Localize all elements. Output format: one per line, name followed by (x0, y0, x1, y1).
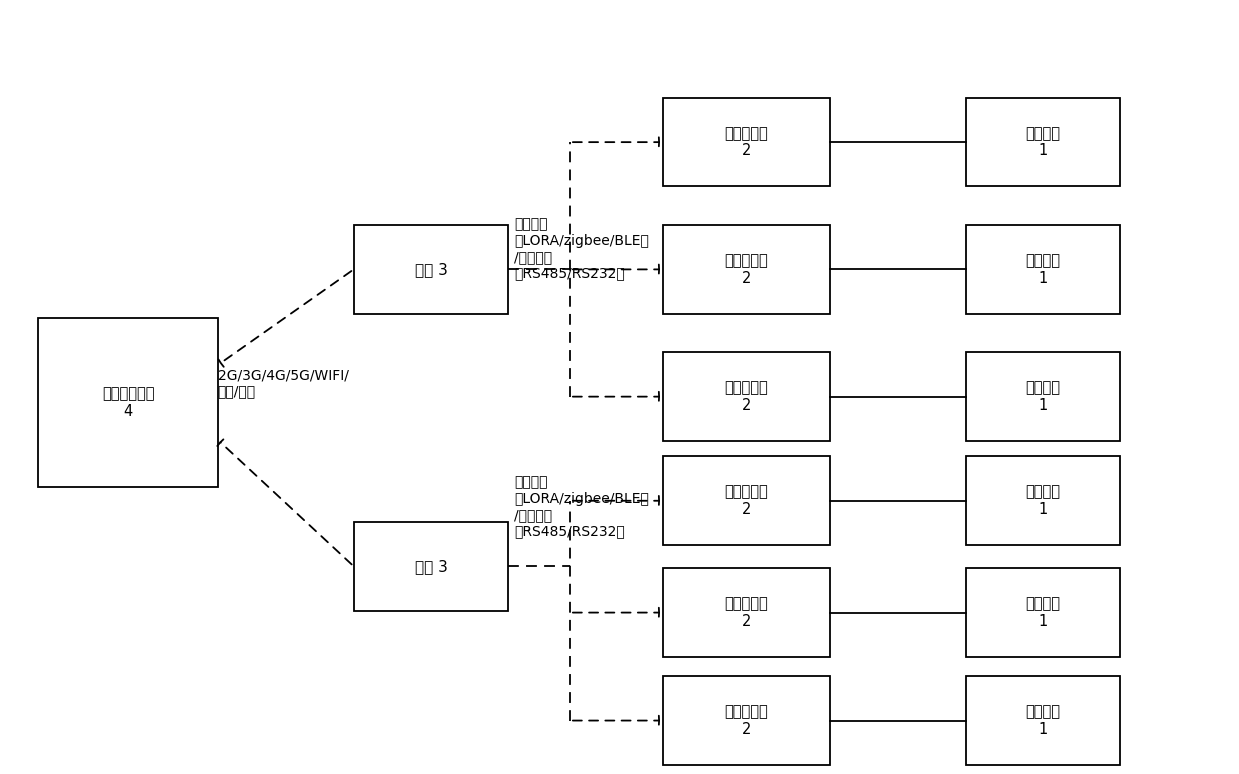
Bar (663, 457, 830, 545)
Bar (965, 568, 1120, 657)
Text: 网关 3: 网关 3 (415, 559, 447, 574)
Text: 监控中心平台
4: 监控中心平台 4 (102, 386, 155, 419)
Bar (353, 522, 508, 611)
Text: 智慧接线盒
2: 智慧接线盒 2 (725, 704, 768, 737)
Bar (353, 225, 508, 313)
Bar (38, 317, 218, 488)
Bar (663, 225, 830, 313)
Bar (663, 98, 830, 187)
Text: 网关 3: 网关 3 (415, 262, 447, 277)
Text: 智慧接线盒
2: 智慧接线盒 2 (725, 381, 768, 413)
Bar (965, 676, 1120, 765)
Text: 光伏组件
1: 光伏组件 1 (1026, 485, 1061, 517)
Text: 智慧接线盒
2: 智慧接线盒 2 (725, 126, 768, 159)
Bar (965, 98, 1120, 187)
Bar (965, 352, 1120, 441)
Text: 光伏组件
1: 光伏组件 1 (1026, 597, 1061, 628)
Text: 光伏组件
1: 光伏组件 1 (1026, 253, 1061, 286)
Bar (965, 457, 1120, 545)
Text: 2G/3G/4G/5G/WIFI/
有线/光纤: 2G/3G/4G/5G/WIFI/ 有线/光纤 (218, 368, 348, 399)
Text: 智慧接线盒
2: 智慧接线盒 2 (725, 253, 768, 286)
Bar (965, 225, 1120, 313)
Text: 智慧接线盒
2: 智慧接线盒 2 (725, 485, 768, 517)
Text: 光伏组件
1: 光伏组件 1 (1026, 704, 1061, 737)
Text: 光伏组件
1: 光伏组件 1 (1026, 126, 1061, 159)
Text: 无线通讯
（LORA/zigbee/BLE）
/有线通讯
（RS485/RS232）: 无线通讯 （LORA/zigbee/BLE） /有线通讯 （RS485/RS23… (514, 476, 649, 538)
Bar (663, 352, 830, 441)
Text: 光伏组件
1: 光伏组件 1 (1026, 381, 1061, 413)
Text: 智慧接线盒
2: 智慧接线盒 2 (725, 597, 768, 628)
Bar (663, 676, 830, 765)
Bar (663, 568, 830, 657)
Text: 无线通讯
（LORA/zigbee/BLE）
/有线通讯
（RS485/RS232）: 无线通讯 （LORA/zigbee/BLE） /有线通讯 （RS485/RS23… (514, 217, 649, 280)
